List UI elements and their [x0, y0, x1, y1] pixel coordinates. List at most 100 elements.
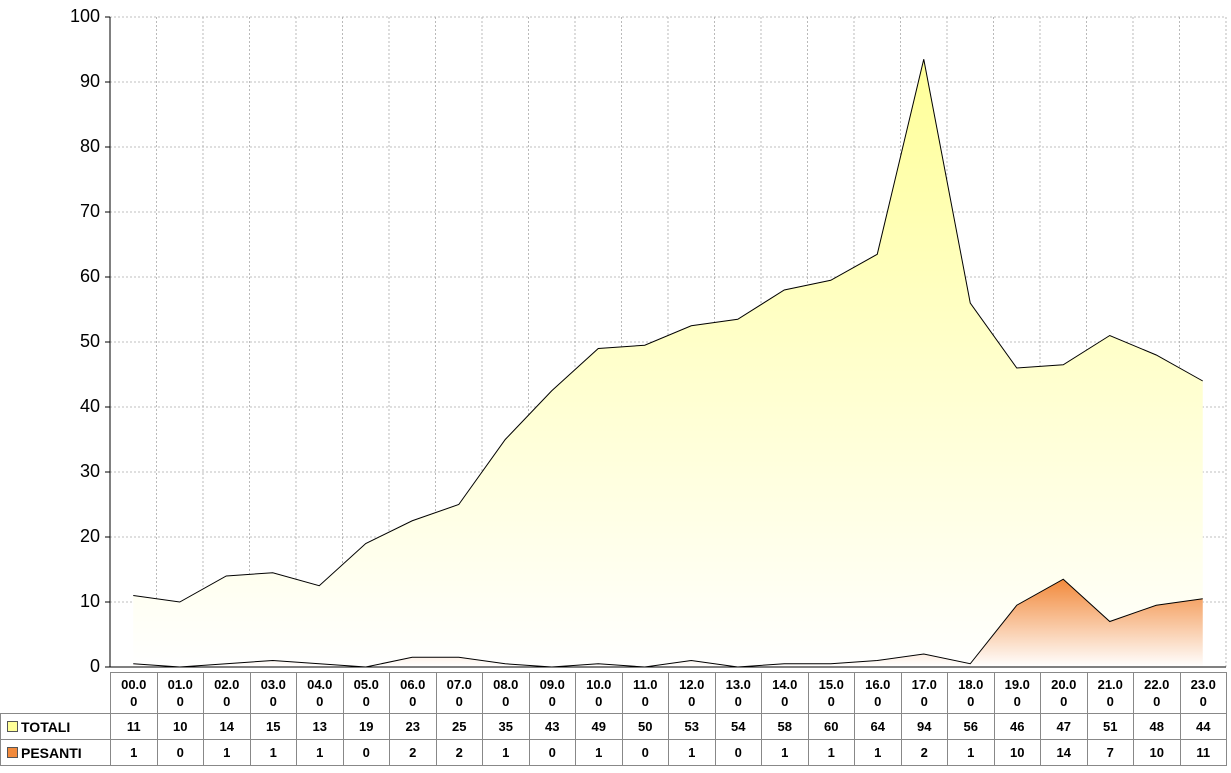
category-cell: 11.00 [621, 672, 669, 714]
area-line [133, 578, 1203, 668]
y-tick-label: 40 [80, 396, 100, 416]
data-label: 10 [993, 739, 1041, 766]
data-label: 48 [1133, 713, 1181, 740]
data-label: 2 [389, 739, 437, 766]
category-cell: 00.00 [110, 672, 158, 714]
x-tick-label: 23.00 [1190, 677, 1216, 709]
x-tick-label: 22.00 [1144, 677, 1170, 709]
data-label: 44 [1179, 713, 1227, 740]
category-cell: 05.00 [342, 672, 390, 714]
data-label: 1 [575, 739, 623, 766]
category-cell: 18.00 [947, 672, 995, 714]
legend-label: PESANTI [21, 744, 82, 761]
data-label: 14 [1040, 739, 1088, 766]
data-label: 0 [714, 739, 762, 766]
legend-label: TOTALI [21, 718, 71, 735]
data-label: 19 [342, 713, 390, 740]
data-label: 56 [947, 713, 995, 740]
x-tick-label: 15.00 [818, 677, 844, 709]
chart: 0 10 20 30 40 50 60 70 80 90 100 [70, 6, 1227, 672]
x-tick-label: 01.00 [167, 677, 193, 709]
y-tick-label: 20 [80, 526, 100, 546]
area-line [133, 59, 1203, 603]
category-cell: 08.00 [482, 672, 530, 714]
y-tick-label: 0 [90, 656, 100, 672]
data-label: 51 [1086, 713, 1134, 740]
x-tick-label: 12.00 [679, 677, 705, 709]
data-label: 46 [993, 713, 1041, 740]
data-label: 25 [435, 713, 483, 740]
x-tick-label: 19.00 [1004, 677, 1030, 709]
data-label: 54 [714, 713, 762, 740]
category-cell: 03.00 [249, 672, 297, 714]
category-cell: 07.00 [435, 672, 483, 714]
data-label: 53 [668, 713, 716, 740]
category-cell: 19.00 [993, 672, 1041, 714]
data-label: 1 [110, 739, 158, 766]
category-cell: 17.00 [900, 672, 948, 714]
category-cell: 12.00 [668, 672, 716, 714]
data-label: 10 [1133, 739, 1181, 766]
category-cell: 20.00 [1040, 672, 1088, 714]
x-tick-label: 00.00 [121, 677, 147, 709]
data-label: 2 [900, 739, 948, 766]
data-label: 15 [249, 713, 297, 740]
data-label: 14 [203, 713, 251, 740]
legend-cell: TOTALI [0, 713, 111, 740]
data-label: 1 [947, 739, 995, 766]
category-cell: 14.00 [761, 672, 809, 714]
x-tick-label: 16.00 [865, 677, 891, 709]
data-label: 1 [249, 739, 297, 766]
category-cell: 04.00 [296, 672, 344, 714]
y-tick-label: 30 [80, 461, 100, 481]
x-tick-label: 14.00 [772, 677, 798, 709]
data-label: 0 [342, 739, 390, 766]
data-label: 64 [854, 713, 902, 740]
x-tick-label: 20.00 [1051, 677, 1077, 709]
x-tick-label: 13.00 [725, 677, 751, 709]
data-label: 1 [203, 739, 251, 766]
x-tick-label: 08.00 [493, 677, 519, 709]
data-label: 11 [110, 713, 158, 740]
x-tick-label: 18.00 [958, 677, 984, 709]
area-fill [133, 59, 1203, 667]
x-tick-label: 21.00 [1097, 677, 1123, 709]
category-cell: 09.00 [528, 672, 576, 714]
y-tick-label: 50 [80, 331, 100, 351]
data-label: 0 [621, 739, 669, 766]
data-label: 13 [296, 713, 344, 740]
legend-key [7, 746, 18, 758]
x-tick-label: 04.00 [307, 677, 333, 709]
legend-cell: PESANTI [0, 739, 111, 766]
x-tick-label: 10.00 [586, 677, 612, 709]
data-label: 94 [900, 713, 948, 740]
x-tick-label: 02.00 [214, 677, 240, 709]
data-label: 2 [435, 739, 483, 766]
category-cell: 10.00 [575, 672, 623, 714]
category-cell: 13.00 [714, 672, 762, 714]
category-cell: 21.00 [1086, 672, 1134, 714]
data-label: 1 [296, 739, 344, 766]
data-table: 00.00 01.00 02.00 03.00 04.00 05.00 06.00 07.00… [0, 672, 1227, 766]
data-label: 35 [482, 713, 530, 740]
table-row: TOTALI 11 10 14 15 13 19 23 25 35 43 49 50 53 54 58 60 64… [0, 713, 1227, 740]
y-tick-label: 80 [80, 136, 100, 156]
data-label: 1 [482, 739, 530, 766]
data-label: 49 [575, 713, 623, 740]
x-tick-label: 03.00 [260, 677, 286, 709]
x-tick-label: 07.00 [446, 677, 472, 709]
x-tick-label: 06.00 [400, 677, 426, 709]
x-tick-label: 05.00 [353, 677, 379, 709]
data-label: 1 [854, 739, 902, 766]
data-label: 23 [389, 713, 437, 740]
category-cell: 02.00 [203, 672, 251, 714]
data-label: 11 [1179, 739, 1227, 766]
table-row: PESANTI 1 0 1 1 1 0 2 2 1 0 1 0 1 0 1 1 1 2 1 10 14 7 10 11 [0, 739, 1227, 766]
y-tick-label: 90 [80, 71, 100, 91]
data-label: 1 [668, 739, 716, 766]
data-label: 7 [1086, 739, 1134, 766]
y-tick-label: 10 [80, 591, 100, 611]
y-tick-label: 100 [70, 6, 100, 26]
data-label: 1 [761, 739, 809, 766]
